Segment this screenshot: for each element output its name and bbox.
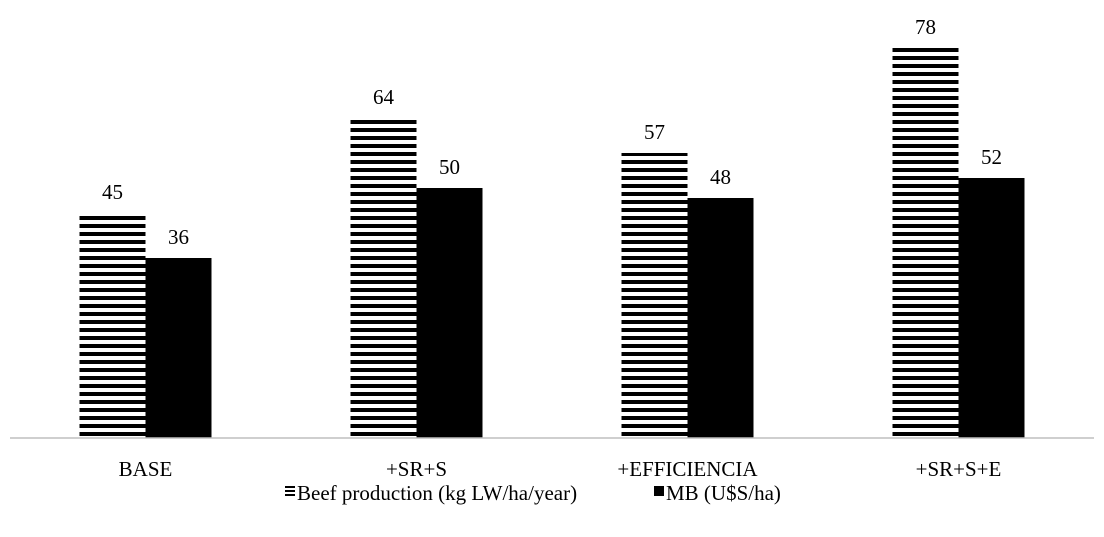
legend-swatch-beef-production-stripe-2 (285, 494, 295, 496)
bar-beef-production-1 (350, 118, 417, 438)
data-label-beef-production-1: 64 (373, 85, 395, 109)
legend-label-beef-production: Beef production (kg LW/ha/year) (297, 481, 577, 505)
legend-swatch-beef-production (285, 486, 295, 488)
legend: Beef production (kg LW/ha/year) MB (U$S/h… (285, 481, 781, 505)
legend-label-mb: MB (U$S/ha) (666, 481, 781, 505)
bar-mb-0 (145, 258, 212, 438)
category-label-3: +SR+S+E (916, 457, 1002, 481)
data-label-mb-3: 52 (981, 145, 1002, 169)
category-label-2: +EFFICIENCIA (617, 457, 758, 481)
legend-swatch-beef-production-stripe (285, 490, 295, 492)
data-labels-layer: 45 36 64 50 57 48 78 52 (102, 15, 1002, 249)
data-label-mb-2: 48 (710, 165, 731, 189)
legend-swatch-mb (654, 486, 664, 496)
bar-beef-production-3 (892, 48, 959, 438)
bar-mb-3 (958, 178, 1025, 438)
data-label-beef-production-0: 45 (102, 180, 123, 204)
category-label-1: +SR+S (386, 457, 447, 481)
bar-beef-production-0 (79, 213, 146, 438)
data-label-mb-1: 50 (439, 155, 460, 179)
bar-mb-2 (687, 198, 754, 438)
bars-layer (79, 48, 1025, 438)
data-label-mb-0: 36 (168, 225, 189, 249)
bar-beef-production-2 (621, 153, 688, 438)
bar-mb-1 (416, 188, 483, 438)
category-labels-layer: BASE +SR+S +EFFICIENCIA +SR+S+E (119, 457, 1002, 481)
data-label-beef-production-2: 57 (644, 120, 665, 144)
data-label-beef-production-3: 78 (915, 15, 936, 39)
category-label-0: BASE (119, 457, 173, 481)
